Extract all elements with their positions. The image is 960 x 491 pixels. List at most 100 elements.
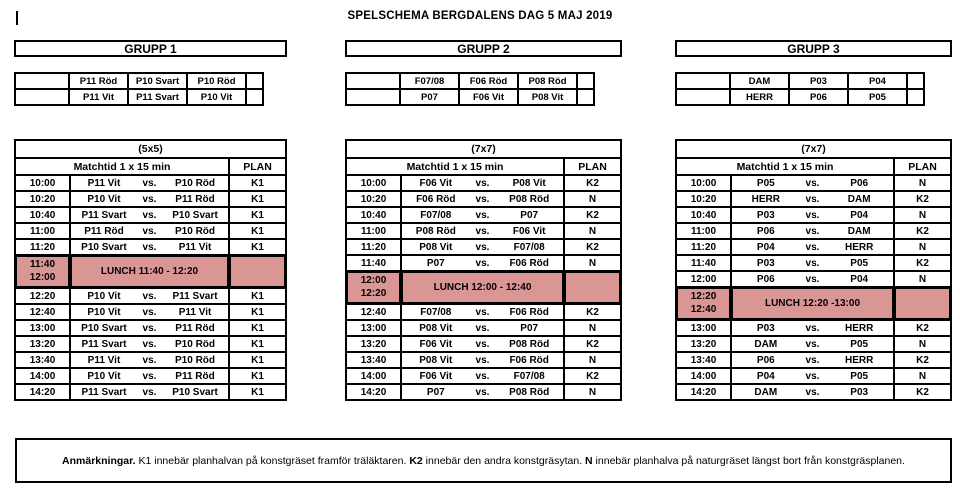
home-team: P06 <box>756 273 775 285</box>
time-cell: 13:00 <box>16 321 69 335</box>
time-cell: 13:00 <box>347 321 400 335</box>
away-team: P08 Röd <box>509 338 550 350</box>
matchtid-label: Matchtid 1 x 15 min <box>16 159 228 174</box>
teams-table: F07/08 F06 Röd P08 Röd P07 F06 Vit P08 Vit <box>345 72 595 106</box>
plan-cell: K2 <box>565 240 620 254</box>
plan-cell: N <box>895 272 950 286</box>
team-name-cell: DAM <box>731 74 788 88</box>
time-cell: 10:20 <box>347 192 400 206</box>
lunch-time: 12:40 <box>690 304 717 315</box>
match-cell: F06 Röd vs. P08 Röd <box>402 192 563 206</box>
plan-cell: K1 <box>230 192 285 206</box>
time-cell: 10:00 <box>677 176 730 190</box>
away-team: P10 Röd <box>175 338 216 350</box>
vs-label: vs. <box>805 257 820 269</box>
lunch-time-cell: 11:40 12:00 <box>16 256 69 287</box>
plan-cell: N <box>895 369 950 383</box>
vs-label: vs. <box>142 370 157 382</box>
note-segment: innebär den andra konstgräsytan. <box>422 454 586 467</box>
vs-label: vs. <box>142 209 157 221</box>
home-team: P06 <box>756 354 775 366</box>
home-team: HERR <box>751 193 780 205</box>
time-cell: 14:20 <box>677 385 730 399</box>
time-cell: 13:20 <box>677 337 730 351</box>
plan-header: PLAN <box>565 159 620 174</box>
teams-empty-cell <box>347 74 399 88</box>
plan-cell: K2 <box>895 321 950 335</box>
match-cell: F06 Vit vs. F07/08 <box>402 369 563 383</box>
away-team: DAM <box>847 225 871 237</box>
home-team: P07 <box>426 257 445 269</box>
home-team: P03 <box>756 257 775 269</box>
match-cell: P08 Vit vs. F07/08 <box>402 240 563 254</box>
schedule-table: (5x5) Matchtid 1 x 15 min PLAN 10:00 P11 Vit… <box>14 139 287 401</box>
plan-cell: K2 <box>565 337 620 351</box>
time-cell: 10:20 <box>16 192 69 206</box>
match-cell: P08 Vit vs. P07 <box>402 321 563 335</box>
home-team: P07 <box>426 386 445 398</box>
teams-table: P11 Röd P10 Svart P10 Röd P11 Vit P11 Svart P… <box>14 72 264 106</box>
time-cell: 14:00 <box>16 369 69 383</box>
time-cell: 11:20 <box>347 240 400 254</box>
time-cell: 11:40 <box>347 256 400 270</box>
vs-label: vs. <box>142 322 157 334</box>
vs-label: vs. <box>475 193 490 205</box>
time-cell: 10:40 <box>677 208 730 222</box>
note-segment: K1 innebär planhalvan på konstgräset fra… <box>138 454 410 467</box>
plan-cell: N <box>895 208 950 222</box>
vs-label: vs. <box>475 177 490 189</box>
vs-label: vs. <box>805 209 820 221</box>
match-cell: P11 Vit vs. P10 Röd <box>71 353 228 367</box>
lunch-time: 12:00 <box>360 275 387 286</box>
away-team: P04 <box>850 273 869 285</box>
teams-empty-cell <box>247 90 262 104</box>
plan-cell: K1 <box>230 337 285 351</box>
format-label: (7x7) <box>347 141 620 157</box>
teams-empty-cell <box>16 74 68 88</box>
match-cell: P06 vs. HERR <box>732 353 893 367</box>
team-name-cell: F06 Vit <box>460 90 517 104</box>
vs-label: vs. <box>475 338 490 350</box>
schedule-table: (7x7) Matchtid 1 x 15 min PLAN 10:00 P05 vs. P… <box>675 139 952 401</box>
away-team: P10 Röd <box>175 177 216 189</box>
plan-cell: N <box>565 385 620 399</box>
away-team: P07 <box>520 322 539 334</box>
plan-cell: N <box>565 321 620 335</box>
match-cell: HERR vs. DAM <box>732 192 893 206</box>
match-cell: F07/08 vs. F06 Röd <box>402 305 563 319</box>
group-header: GRUPP 2 <box>345 40 622 57</box>
teams-empty-cell <box>908 74 923 88</box>
vs-label: vs. <box>805 241 820 253</box>
match-cell: P07 vs. F06 Röd <box>402 256 563 270</box>
home-team: P06 <box>756 225 775 237</box>
home-team: P05 <box>756 177 775 189</box>
time-cell: 13:20 <box>16 337 69 351</box>
vs-label: vs. <box>142 338 157 350</box>
team-name-cell: P08 Vit <box>519 90 576 104</box>
plan-cell: N <box>895 240 950 254</box>
plan-header: PLAN <box>230 159 285 174</box>
team-name-cell: P05 <box>849 90 906 104</box>
plan-cell: N <box>895 337 950 351</box>
vs-label: vs. <box>475 306 490 318</box>
time-cell: 12:40 <box>347 305 400 319</box>
plan-cell: K1 <box>230 176 285 190</box>
home-team: F06 Röd <box>416 193 456 205</box>
home-team: P11 Röd <box>84 225 124 237</box>
home-team: P11 Vit <box>87 177 121 189</box>
home-team: F06 Vit <box>419 370 453 382</box>
lunch-label: LUNCH 11:40 - 12:20 <box>71 256 228 287</box>
home-team: F07/08 <box>420 306 452 318</box>
away-team: P05 <box>850 257 869 269</box>
teams-empty-cell <box>347 90 399 104</box>
plan-cell: K1 <box>230 224 285 238</box>
match-cell: P08 Röd vs. F06 Vit <box>402 224 563 238</box>
time-cell: 13:00 <box>677 321 730 335</box>
away-team: P10 Röd <box>175 225 216 237</box>
vs-label: vs. <box>475 370 490 382</box>
vs-label: vs. <box>805 338 820 350</box>
plan-cell: N <box>895 176 950 190</box>
time-cell: 12:00 <box>677 272 730 286</box>
plan-cell: N <box>565 256 620 270</box>
teams-empty-cell <box>578 74 593 88</box>
